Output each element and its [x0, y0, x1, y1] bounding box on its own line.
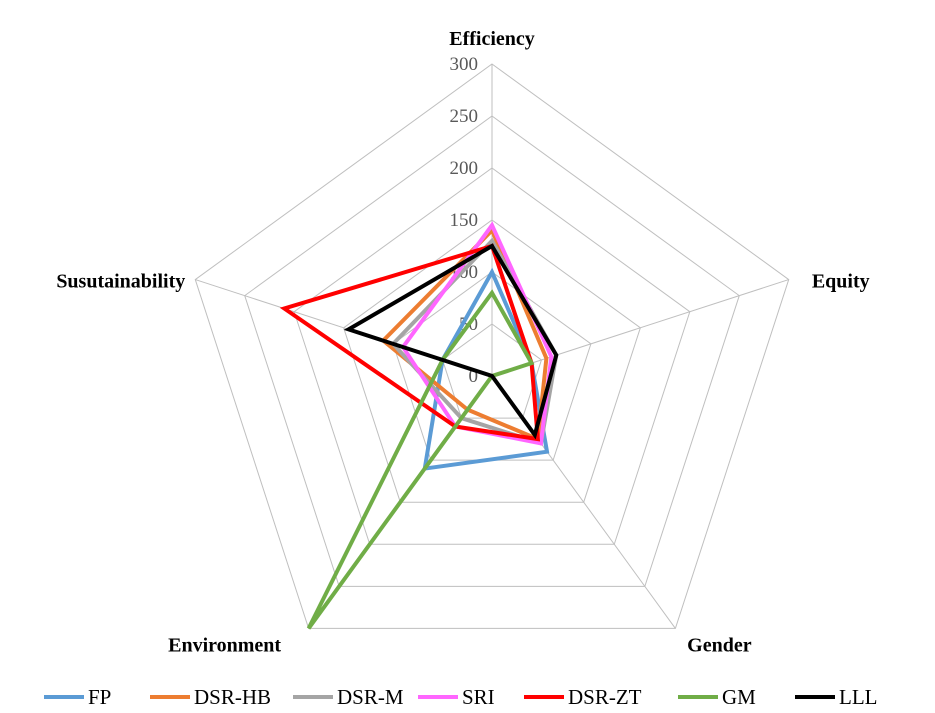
- axis-label-equity: Equity: [812, 271, 870, 293]
- legend-label-dsr-hb: DSR-HB: [194, 685, 271, 709]
- legend: FP DSR-HB DSR-M SRI DSR-ZT GM LLL: [44, 685, 877, 709]
- legend-label-dsr-m: DSR-M: [337, 685, 404, 709]
- legend-label-sri: SRI: [462, 685, 495, 709]
- grid-ring-200: [293, 167, 691, 545]
- series-gm: [306, 289, 535, 630]
- grid-ring-300: [194, 63, 790, 629]
- series-lines: [279, 221, 559, 630]
- series-dsr-hb: [380, 226, 549, 442]
- grid-ring-150: [343, 219, 641, 503]
- axis-labels: Efficiency Equity Gender Environment Susutai…: [56, 28, 869, 656]
- legend-label-gm: GM: [722, 685, 756, 709]
- legend-label-lll: LLL: [839, 685, 877, 709]
- axis-label-gender: Gender: [687, 634, 752, 656]
- axis-label-environment: Environment: [168, 634, 281, 656]
- tick-label: 200: [450, 158, 479, 179]
- series-dsr-zt: [279, 243, 541, 442]
- tick-label: 250: [450, 106, 479, 127]
- legend-label-fp: FP: [88, 685, 111, 709]
- axis-label-efficiency: Efficiency: [449, 28, 535, 50]
- spoke-equity: [491, 279, 789, 377]
- tick-label: 0: [469, 366, 479, 387]
- tick-label: 150: [450, 210, 479, 231]
- series-lll: [343, 243, 559, 440]
- tick-label: 300: [450, 54, 479, 75]
- grid-ring-250: [244, 115, 740, 587]
- legend-label-dsr-zt: DSR-ZT: [568, 685, 642, 709]
- axis-label-susutainability: Susutainability: [56, 271, 185, 293]
- grid: [194, 63, 790, 629]
